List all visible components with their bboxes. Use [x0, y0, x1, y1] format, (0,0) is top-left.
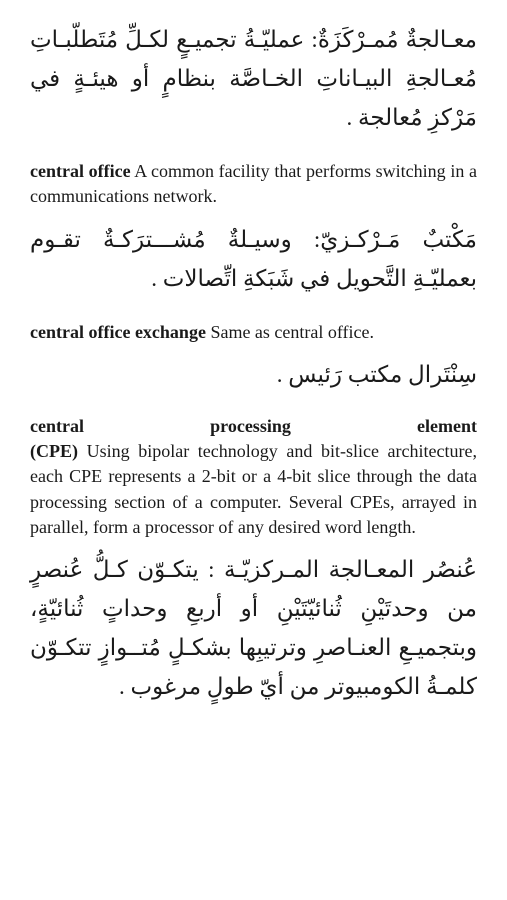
definition-text-4: Using bipolar technology and bit-slice a…	[30, 441, 477, 537]
arabic-definition-3: سِنْتَرال مكتب رَئيس .	[30, 355, 477, 394]
dictionary-entry-1: معـالجةٌ مُمـرْكَزَةٌ: عمليّـةُ تجميـعٍ …	[30, 20, 477, 137]
abbrev-cpe: (CPE)	[30, 441, 78, 461]
arabic-definition-1: معـالجةٌ مُمـرْكَزَةٌ: عمليّـةُ تجميـعٍ …	[30, 20, 477, 137]
term-part-element: element	[417, 416, 477, 437]
english-definition-3: central office exchange Same as central …	[30, 320, 477, 345]
english-definition-2: central office A common facility that pe…	[30, 159, 477, 209]
term-central-processing-element: central processing element	[30, 416, 477, 437]
term-part-processing: processing	[210, 416, 291, 437]
term-part-central: central	[30, 416, 84, 437]
english-definition-4: (CPE) Using bipolar technology and bit-s…	[30, 439, 477, 540]
definition-text-3: Same as central office.	[206, 322, 374, 342]
dictionary-entry-2: central office A common facility that pe…	[30, 159, 477, 298]
term-central-office: central office	[30, 161, 131, 181]
arabic-definition-2: مَكْتبٌ مَـرْكـزيّ: وسيـلةٌ مُشـــترَكـة…	[30, 220, 477, 298]
dictionary-entry-3: central office exchange Same as central …	[30, 320, 477, 394]
dictionary-entry-4: central processing element (CPE) Using b…	[30, 416, 477, 706]
arabic-definition-4: عُنصُر المعـالجة المـركزيّـة : يتكـوّن ك…	[30, 550, 477, 706]
term-central-office-exchange: central office exchange	[30, 322, 206, 342]
